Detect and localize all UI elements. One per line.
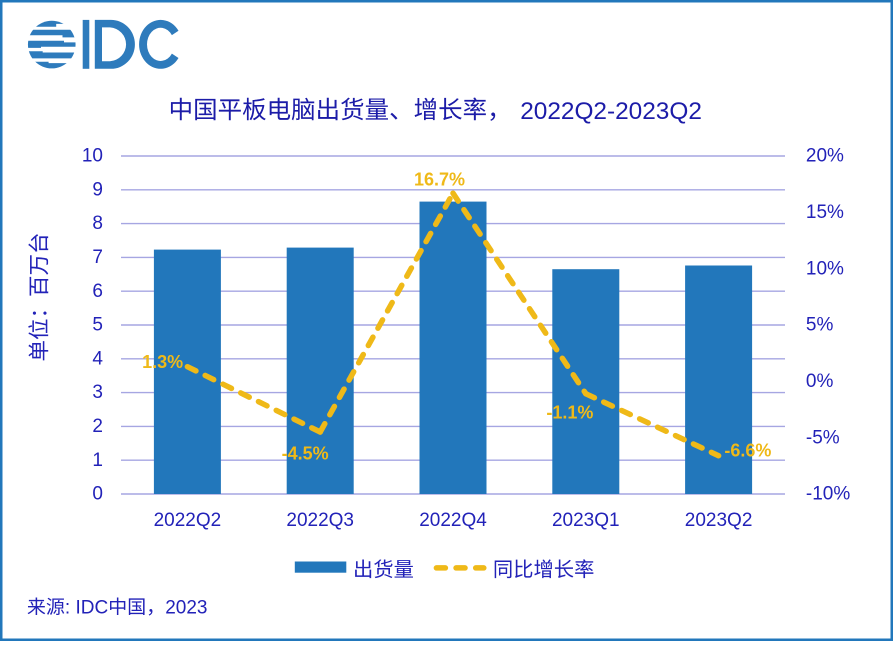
svg-text:2023: 2023 bbox=[165, 598, 207, 619]
svg-text:5: 5 bbox=[92, 315, 103, 336]
svg-text:0: 0 bbox=[92, 484, 103, 505]
svg-text:9: 9 bbox=[92, 179, 103, 200]
svg-text:20%: 20% bbox=[806, 146, 844, 167]
svg-text:-6.6%: -6.6% bbox=[724, 440, 771, 460]
svg-text:2022Q2-2023Q2: 2022Q2-2023Q2 bbox=[520, 98, 702, 125]
svg-text:6: 6 bbox=[92, 281, 103, 302]
svg-text:1.3%: 1.3% bbox=[142, 352, 183, 372]
svg-text:8: 8 bbox=[92, 213, 103, 234]
svg-text:0%: 0% bbox=[806, 371, 834, 392]
svg-text:2023Q1: 2023Q1 bbox=[552, 510, 620, 531]
svg-text:4: 4 bbox=[92, 348, 103, 369]
svg-text:1: 1 bbox=[92, 450, 103, 471]
svg-text:10: 10 bbox=[82, 146, 103, 167]
svg-text:-5%: -5% bbox=[806, 427, 840, 448]
svg-text:10%: 10% bbox=[806, 258, 844, 279]
svg-text:2022Q4: 2022Q4 bbox=[419, 510, 487, 531]
svg-text:: IDC: : IDC bbox=[65, 598, 108, 619]
svg-text:16.7%: 16.7% bbox=[414, 170, 465, 190]
svg-text:2023Q2: 2023Q2 bbox=[685, 510, 753, 531]
svg-text:3: 3 bbox=[92, 382, 103, 403]
svg-text:7: 7 bbox=[92, 247, 103, 268]
svg-text:2022Q3: 2022Q3 bbox=[286, 510, 354, 531]
svg-text:2: 2 bbox=[92, 416, 103, 437]
svg-text:15%: 15% bbox=[806, 202, 844, 223]
svg-text:-10%: -10% bbox=[806, 484, 850, 505]
svg-text:-4.5%: -4.5% bbox=[282, 444, 329, 464]
svg-text:-1.1%: -1.1% bbox=[546, 403, 593, 423]
svg-text:5%: 5% bbox=[806, 315, 834, 336]
svg-text:2022Q2: 2022Q2 bbox=[154, 510, 222, 531]
